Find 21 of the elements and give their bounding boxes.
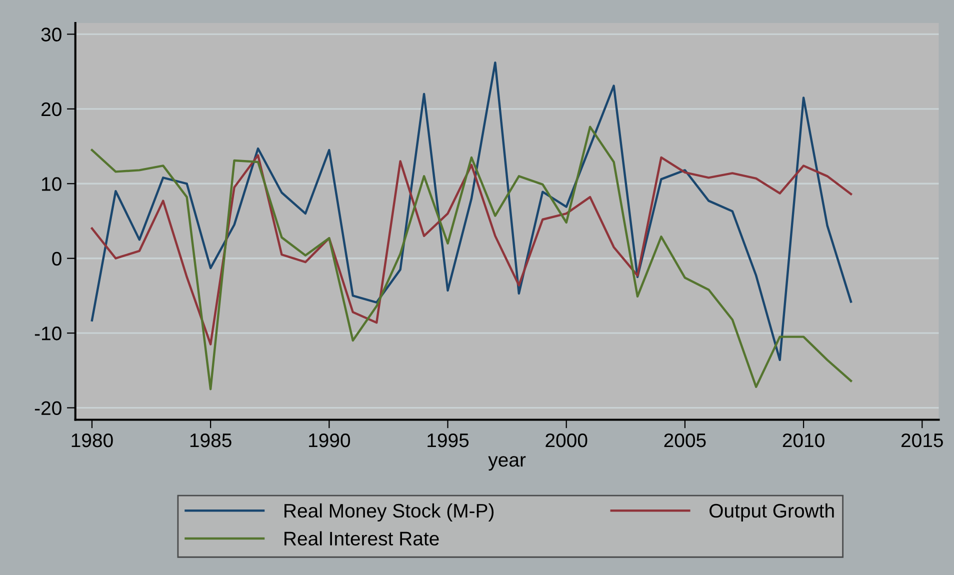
x-tick-label: 2000 [546, 433, 588, 448]
y-tick-label: -20 [34, 401, 62, 416]
line-series [90, 154, 852, 346]
x-tick-label: 1980 [72, 433, 113, 448]
x-tick-label: 1990 [309, 433, 350, 448]
legend-label: Real Interest Rate [284, 531, 439, 546]
legend-label: Real Money Stock (M-P) [284, 503, 494, 522]
line-series [90, 61, 852, 362]
x-tick-label: 1995 [428, 433, 469, 448]
legend-label: Output Growth [710, 503, 834, 522]
y-tick-label: 0 [52, 252, 62, 266]
x-tick-label: 2005 [664, 433, 706, 448]
y-tick-label: -10 [34, 326, 62, 340]
line-series [90, 126, 852, 390]
x-axis-title: year [488, 456, 526, 471]
x-tick-label: 2010 [782, 433, 824, 448]
y-tick-label: 10 [42, 177, 62, 191]
x-tick-label: 2015 [901, 433, 943, 448]
y-tick-label: 30 [41, 28, 62, 42]
y-tick-label: 20 [42, 102, 62, 116]
x-tick-label: 1985 [190, 433, 232, 448]
